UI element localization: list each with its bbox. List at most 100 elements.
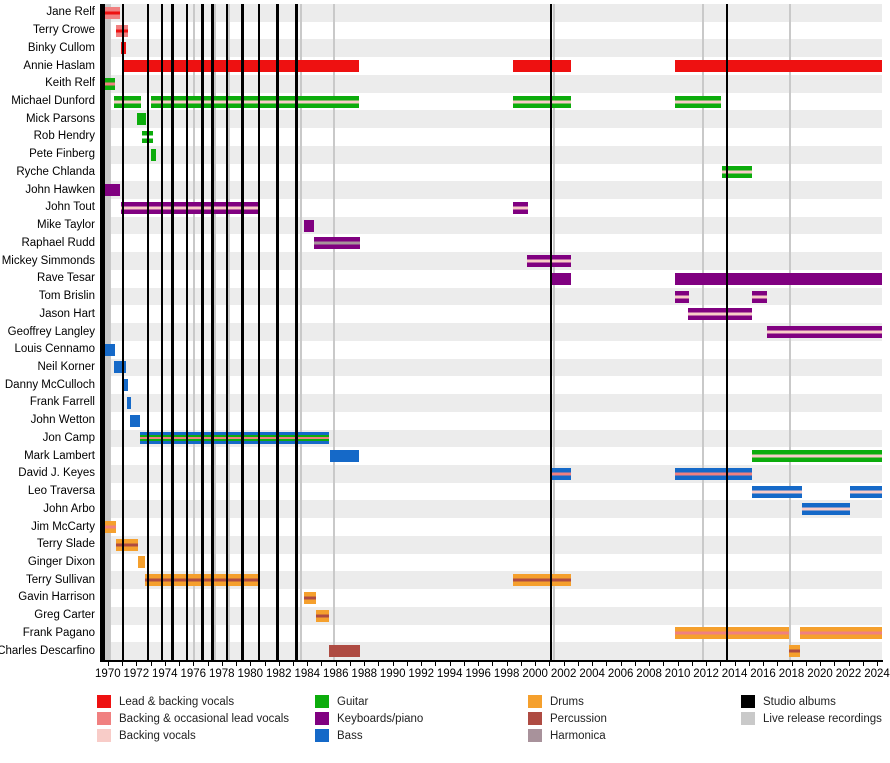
member-bar bbox=[123, 379, 128, 392]
row-band bbox=[100, 216, 882, 235]
member-label: Binky Cullom bbox=[27, 41, 95, 54]
x-tick bbox=[649, 661, 651, 666]
member-label: Terry Sullivan bbox=[25, 573, 95, 586]
member-bar bbox=[150, 148, 157, 161]
x-tick-label: 2016 bbox=[750, 668, 776, 680]
x-tick bbox=[734, 661, 736, 666]
x-tick bbox=[535, 661, 537, 666]
row-band bbox=[100, 4, 882, 22]
member-bar bbox=[513, 574, 572, 587]
x-tick bbox=[250, 661, 252, 666]
x-tick bbox=[620, 661, 622, 666]
member-bar bbox=[550, 467, 572, 480]
member-bar bbox=[314, 237, 360, 250]
member-bar bbox=[552, 272, 572, 285]
x-tick bbox=[634, 661, 636, 666]
x-tick bbox=[349, 661, 351, 666]
studio-album-line bbox=[257, 4, 260, 660]
member-label: Neil Korner bbox=[37, 360, 95, 373]
member-bar bbox=[114, 361, 126, 374]
member-bar bbox=[674, 60, 882, 73]
x-tick-label: 1998 bbox=[493, 668, 520, 680]
member-bar bbox=[304, 219, 315, 232]
x-tick-label: 2004 bbox=[579, 668, 605, 680]
x-tick bbox=[364, 661, 366, 666]
back-legend-swatch bbox=[97, 729, 111, 742]
member-bar bbox=[101, 521, 117, 534]
member-bar bbox=[127, 396, 132, 409]
x-tick bbox=[706, 661, 708, 666]
studio-album-line bbox=[171, 4, 174, 660]
x-tick bbox=[763, 661, 765, 666]
x-tick bbox=[677, 661, 679, 666]
x-tick-label: 2022 bbox=[835, 668, 862, 680]
x-tick bbox=[777, 661, 779, 666]
member-bar bbox=[329, 645, 360, 658]
row-band bbox=[100, 145, 882, 164]
x-tick bbox=[877, 661, 878, 666]
x-tick-label: 2006 bbox=[607, 668, 634, 680]
x-axis-line bbox=[100, 660, 883, 662]
member-bar bbox=[304, 591, 316, 604]
row-band bbox=[100, 464, 882, 483]
x-tick bbox=[435, 661, 437, 666]
x-tick-label: 2018 bbox=[778, 668, 805, 680]
member-bar bbox=[527, 255, 572, 268]
x-tick-label: 1984 bbox=[294, 668, 321, 680]
member-bar bbox=[137, 113, 146, 126]
row-band bbox=[100, 323, 882, 341]
member-bar bbox=[513, 201, 529, 214]
member-label: John Wetton bbox=[30, 414, 95, 427]
member-bar bbox=[721, 166, 752, 179]
member-bar bbox=[800, 627, 882, 640]
x-tick bbox=[122, 661, 124, 666]
member-bar bbox=[513, 95, 572, 108]
member-label: Greg Carter bbox=[34, 609, 95, 622]
x-tick bbox=[406, 661, 408, 666]
x-tick bbox=[577, 661, 579, 666]
x-tick bbox=[335, 661, 337, 666]
legend-label: Lead & backing vocals bbox=[119, 696, 235, 708]
x-tick-label: 2020 bbox=[807, 668, 833, 680]
x-tick bbox=[236, 661, 238, 666]
studio-album-line bbox=[225, 4, 228, 660]
x-tick bbox=[592, 661, 594, 666]
member-bar bbox=[674, 95, 722, 108]
member-bar bbox=[674, 627, 789, 640]
studio-album-line bbox=[201, 4, 204, 660]
x-tick-label: 2010 bbox=[664, 668, 691, 680]
member-label: Gavin Harrison bbox=[18, 591, 95, 604]
x-tick-label: 1976 bbox=[180, 668, 207, 680]
x-tick-label: 2024 bbox=[864, 668, 890, 680]
x-tick-label: 1994 bbox=[436, 668, 463, 680]
legend-label: Backing & occasional lead vocals bbox=[119, 713, 290, 725]
member-label: Ginger Dixon bbox=[27, 555, 95, 568]
member-label: Annie Haslam bbox=[23, 59, 95, 72]
x-tick-label: 1990 bbox=[379, 668, 406, 680]
x-tick-label: 1980 bbox=[237, 668, 264, 680]
x-tick bbox=[663, 661, 665, 666]
row-band bbox=[100, 535, 882, 554]
member-bar bbox=[688, 308, 752, 321]
x-tick-label: 2014 bbox=[721, 668, 748, 680]
row-band bbox=[100, 74, 882, 93]
x-tick bbox=[549, 661, 551, 666]
member-bar bbox=[137, 556, 145, 569]
x-tick bbox=[193, 661, 195, 666]
member-bar bbox=[674, 272, 882, 285]
member-label: Raphael Rudd bbox=[21, 236, 95, 249]
member-label: Keith Relf bbox=[45, 77, 95, 90]
member-bar bbox=[849, 485, 882, 498]
studio-album-line bbox=[121, 4, 124, 660]
studio-album-line bbox=[211, 4, 214, 660]
member-bar bbox=[129, 414, 140, 427]
row-band bbox=[100, 500, 882, 519]
keys-legend-swatch bbox=[315, 712, 329, 725]
row-band bbox=[100, 606, 882, 625]
member-bar bbox=[101, 6, 120, 19]
x-tick bbox=[307, 661, 309, 666]
x-tick bbox=[834, 661, 836, 666]
x-tick-label: 1978 bbox=[208, 668, 235, 680]
member-bar bbox=[674, 467, 752, 480]
